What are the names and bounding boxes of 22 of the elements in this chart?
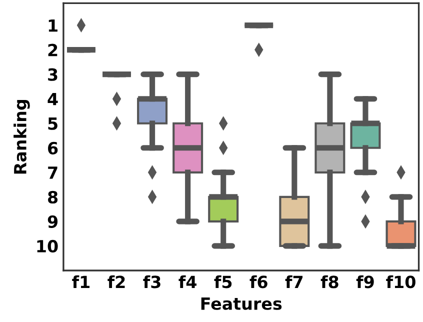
x-tick-label: f4	[178, 275, 196, 288]
y-tick-label: 6	[48, 142, 58, 154]
y-tick-label: 2	[48, 44, 58, 56]
y-tick-label: 9	[48, 215, 58, 228]
y-axis-title: Ranking	[14, 100, 30, 174]
x-tick-label: f5	[214, 275, 232, 288]
y-tick-label: 1	[48, 19, 58, 32]
x-tick-label: f6	[250, 275, 268, 288]
x-axis-title: Features	[201, 298, 282, 310]
y-tick-label: 8	[48, 190, 58, 204]
y-tick-label: 3	[48, 68, 58, 81]
y-tick-label: 10	[37, 240, 58, 253]
x-tick-label: f3	[143, 275, 160, 288]
y-tick-label: 5	[48, 118, 58, 130]
x-tick-label: f7	[285, 275, 303, 288]
x-tick-label: f8	[320, 275, 338, 288]
y-tick-label: 4	[48, 93, 58, 106]
x-tick-label: f9	[356, 275, 374, 288]
y-tick-label: 7	[48, 166, 58, 179]
x-tick-label: f10	[386, 275, 416, 288]
x-tick-label: f1	[72, 275, 90, 288]
x-tick-label: f2	[108, 275, 125, 288]
